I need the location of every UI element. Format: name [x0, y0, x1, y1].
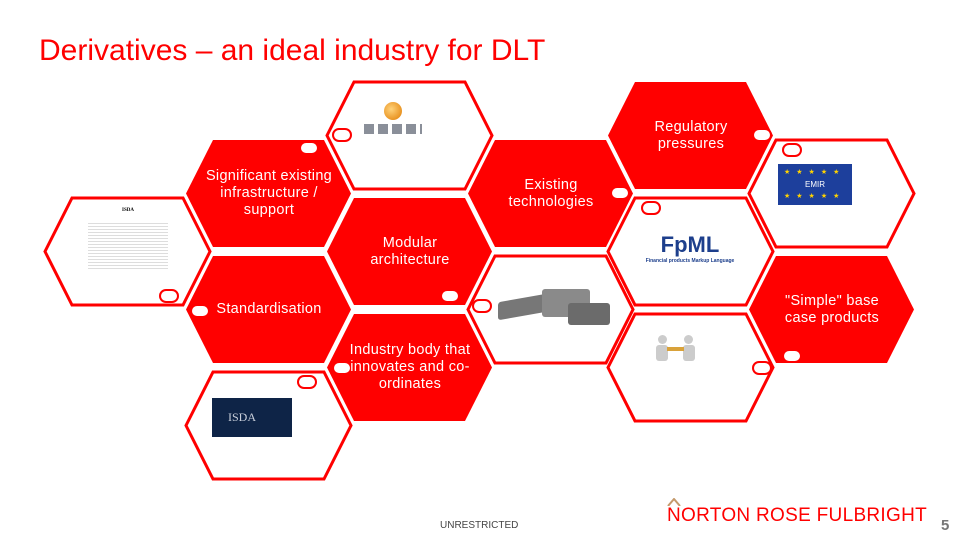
connector-pill — [159, 289, 179, 303]
fpml-logo-text: FpML — [660, 232, 720, 257]
hex-label-infrastructure: Significant existing infrastructure / su… — [205, 168, 333, 218]
hex-regulatory — [608, 82, 773, 189]
hex-network — [325, 80, 494, 191]
classification-label: UNRESTRICTED — [440, 520, 519, 531]
hex-fpml — [606, 196, 775, 307]
connector-pill — [610, 186, 630, 200]
hex-label-industry-body: Industry body that innovates and co-ordi… — [349, 342, 471, 392]
connector-pill — [332, 361, 352, 375]
connector-pill — [782, 349, 802, 363]
lego-image — [498, 285, 610, 327]
hex-technologies — [468, 140, 633, 247]
hex-simple-products — [749, 256, 914, 363]
hex-label-standardisation: Standardisation — [216, 301, 322, 317]
hex-industry-body — [327, 314, 492, 421]
connector-pill — [297, 375, 317, 389]
hex-infrastructure — [186, 140, 351, 247]
isda-document-image: ISDA — [88, 208, 168, 278]
hex-label-simple-products: "Simple" base case products — [784, 292, 880, 326]
slide-title: Derivatives – an ideal industry for DLT — [39, 34, 546, 67]
page-number: 5 — [941, 517, 950, 534]
connector-pill — [299, 141, 319, 155]
hex-label-regulatory: Regulatory pressures — [654, 118, 728, 152]
hex-modular — [327, 198, 492, 305]
connector-pill — [782, 143, 802, 157]
emir-text: EMIR — [805, 180, 825, 189]
brand-chevron-icon — [667, 498, 681, 506]
eu-stars-icon: ★★★★★ — [784, 169, 846, 176]
connector-pill — [752, 361, 772, 375]
connector-pill — [190, 304, 210, 318]
handshake-image — [656, 335, 696, 363]
eu-stars-icon: ★★★★★ — [784, 193, 846, 200]
connector-pill — [440, 289, 460, 303]
fpml-tagline: Financial products Markup Language — [645, 258, 735, 264]
hex-label-technologies: Existing technologies — [508, 176, 594, 210]
fpml-logo: FpML Financial products Markup Language — [640, 232, 740, 272]
connector-pill — [641, 201, 661, 215]
hex-handshake — [606, 312, 775, 423]
emir-flag-image: EMIR ★★★★★ ★★★★★ — [778, 164, 852, 205]
isda-logo-text: ISDA — [228, 410, 257, 424]
isda-logo: ISDA — [212, 398, 292, 437]
network-image — [362, 100, 424, 138]
isda-document-heading: ISDA — [122, 208, 134, 213]
connector-pill — [752, 128, 772, 142]
connector-pill — [472, 299, 492, 313]
hex-standardisation — [186, 256, 351, 363]
connector-pill — [332, 128, 352, 142]
brand-logo: NORTON ROSE FULBRIGHT — [667, 505, 928, 526]
hex-label-modular: Modular architecture — [370, 234, 450, 268]
